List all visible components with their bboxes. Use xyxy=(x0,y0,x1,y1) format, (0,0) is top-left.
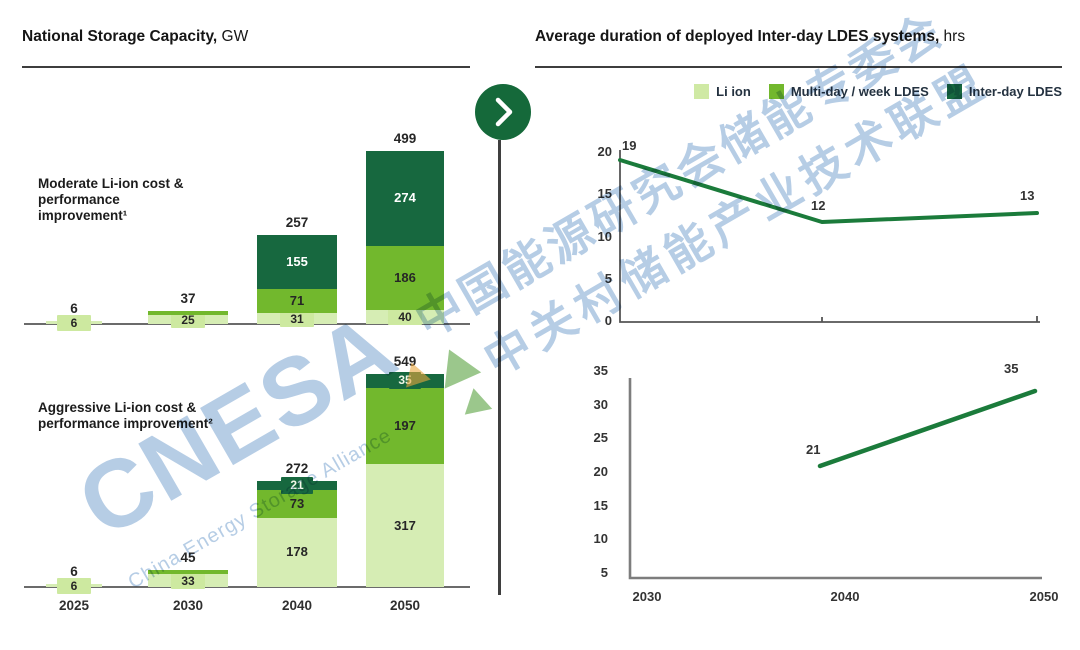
next-chevron-button[interactable] xyxy=(475,84,531,140)
chevron-right-icon xyxy=(495,97,513,127)
bar-value-label: 274 xyxy=(394,190,416,206)
x-axis-year-label: 2050 xyxy=(389,598,421,613)
right-title-underline xyxy=(535,66,1062,68)
bar-segment-inter-day-ldes xyxy=(366,150,444,246)
scenario-label-line: Moderate Li-ion cost & xyxy=(38,176,184,191)
legend-item-multi-day: Multi-day / week LDES xyxy=(768,84,929,99)
legend-label: Multi-day / week LDES xyxy=(790,84,929,99)
li-ion-swatch-icon xyxy=(694,84,710,99)
bar-total-label: 549 xyxy=(393,353,417,369)
y-axis-tick-label: 0 xyxy=(604,313,612,328)
bar-total-label: 272 xyxy=(285,461,309,477)
y-axis-tick-label: 35 xyxy=(593,363,608,378)
x-axis-year-label: 2050 xyxy=(1029,589,1059,604)
bar-segment-multi-day-ldes xyxy=(257,288,337,314)
bar-segment-multi-day-ldes xyxy=(366,245,444,311)
legend-label: Inter-day LDES xyxy=(968,84,1062,99)
bar-segment-inter-day-ldes xyxy=(257,234,337,289)
bar-value-label: 73 xyxy=(289,495,305,511)
panel-divider-line xyxy=(498,140,501,595)
x-axis-year-label: 2040 xyxy=(281,598,313,613)
y-axis-tick-label: 5 xyxy=(600,565,608,580)
bar-segment-li-ion xyxy=(366,464,444,587)
bar-value-label: 178 xyxy=(286,544,308,560)
legend-label: Li ion xyxy=(716,84,751,99)
left-panel-title: National Storage Capacity, GW xyxy=(22,28,248,46)
bar-value-label: 155 xyxy=(286,253,308,269)
bar-chart-x-axis xyxy=(24,586,470,588)
duration-line-chart-moderate xyxy=(618,150,1040,323)
multi-day-swatch-icon xyxy=(768,84,784,99)
scenario-label-aggressive: Aggressive Li-ion cost & performance imp… xyxy=(38,400,213,432)
y-axis-tick-label: 30 xyxy=(593,396,608,412)
y-axis-tick-label: 20 xyxy=(597,144,612,159)
bar-segment-li-ion xyxy=(257,517,337,587)
bar-value-chip-dark: 21 xyxy=(281,476,313,494)
bar-total-label: 37 xyxy=(180,291,196,307)
line-point-value-label: 13 xyxy=(1020,188,1035,203)
x-axis-year-label: 2030 xyxy=(632,589,662,604)
bar-value-label: 186 xyxy=(394,269,416,285)
bar-segment-multi-day-ldes xyxy=(257,489,337,518)
bar-total-label: 499 xyxy=(393,130,417,146)
x-axis-year-label: 2030 xyxy=(172,598,204,613)
line-point-value-label: 19 xyxy=(622,138,637,153)
bar-value-label: 71 xyxy=(289,292,305,308)
line-point-value-label: 35 xyxy=(1004,361,1019,376)
x-axis-year-label: 2040 xyxy=(830,589,860,604)
right-title-unit: hrs xyxy=(939,28,966,45)
bar-segment-multi-day-ldes xyxy=(148,569,228,575)
bar-value-label: 197 xyxy=(394,417,416,433)
y-axis-tick-label: 10 xyxy=(597,228,612,244)
inter-day-swatch-icon xyxy=(946,84,962,99)
y-axis-tick-label: 5 xyxy=(604,270,612,286)
left-title-underline xyxy=(22,66,470,68)
right-title-text: Average duration of deployed Inter-day L… xyxy=(535,28,940,45)
y-axis-tick-label: 15 xyxy=(593,497,608,513)
left-title-unit: GW xyxy=(217,28,249,45)
line-chart-axes xyxy=(619,150,1040,323)
legend-item-inter-day: Inter-day LDES xyxy=(946,84,1062,99)
y-axis-tick-label: 25 xyxy=(593,430,608,446)
bar-value-chip: 40 xyxy=(388,309,422,326)
bar-value-chip: 33 xyxy=(171,572,205,589)
bar-total-label: 45 xyxy=(180,549,196,565)
line-point-value-label: 12 xyxy=(811,198,826,213)
duration-line-chart-aggressive xyxy=(628,378,1042,580)
bar-value-chip: 6 xyxy=(57,577,91,594)
bar-segment-multi-day-ldes xyxy=(366,387,444,464)
x-axis-year-label: 2025 xyxy=(58,598,90,613)
legend: Li ion Multi-day / week LDES Inter-day L… xyxy=(620,84,1062,99)
bar-chart-x-axis xyxy=(24,323,470,325)
bar-value-label: 317 xyxy=(394,517,416,533)
bar-total-label: 6 xyxy=(70,564,78,579)
line-chart-axes xyxy=(628,378,1042,580)
scenario-label-line: performance xyxy=(38,192,120,207)
line-point-value-label: 21 xyxy=(806,442,821,457)
y-axis-tick-label: 20 xyxy=(593,464,608,479)
y-axis-tick-label: 15 xyxy=(597,186,612,202)
bar-value-chip: 31 xyxy=(280,310,314,327)
bar-value-chip-dark: 35 xyxy=(389,371,421,389)
bar-value-chip: 6 xyxy=(57,314,91,331)
right-panel-title: Average duration of deployed Inter-day L… xyxy=(535,28,965,46)
duration-series-line xyxy=(618,158,1039,224)
bar-segment-multi-day-ldes xyxy=(148,311,228,316)
scenario-label-moderate: Moderate Li-ion cost & performance impro… xyxy=(38,176,184,224)
left-title-text: National Storage Capacity, xyxy=(22,28,218,45)
legend-item-li-ion: Li ion xyxy=(694,84,751,99)
bar-total-label: 6 xyxy=(70,301,78,316)
scenario-label-line: Aggressive Li-ion cost & xyxy=(38,400,197,415)
bar-value-chip: 25 xyxy=(171,311,205,328)
y-axis-tick-label: 10 xyxy=(593,531,608,547)
scenario-label-line: performance improvement² xyxy=(38,416,213,431)
duration-series-line xyxy=(817,388,1038,469)
bar-total-label: 257 xyxy=(285,214,309,230)
scenario-label-line: improvement¹ xyxy=(38,208,128,223)
